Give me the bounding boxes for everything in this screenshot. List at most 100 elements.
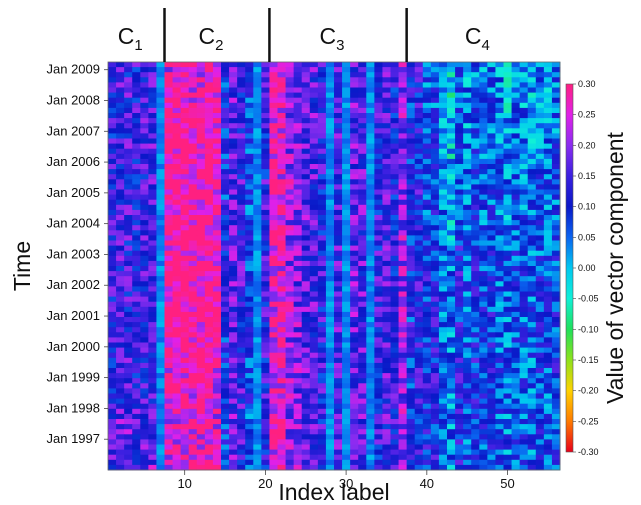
heatmap-cell [164, 449, 173, 456]
y-tick-label: Jan 2006 [47, 154, 101, 169]
heatmap-cell [156, 311, 165, 318]
heatmap-cell [229, 72, 238, 78]
heatmap-cell [124, 230, 133, 236]
heatmap-cell [527, 301, 537, 308]
heatmap-cell [116, 107, 125, 114]
heatmap-cell [132, 174, 141, 180]
heatmap-cell [261, 317, 270, 323]
heatmap-cell [180, 255, 190, 262]
heatmap-cell [342, 153, 351, 160]
heatmap-cell [390, 388, 399, 394]
heatmap-cell [551, 102, 561, 109]
heatmap-cell [447, 444, 456, 450]
heatmap-cell [204, 281, 214, 287]
heatmap-cell [551, 97, 561, 104]
heatmap-cell [156, 153, 165, 160]
heatmap-cell [293, 439, 303, 445]
heatmap-cell [124, 194, 133, 201]
heatmap-cell [261, 245, 270, 252]
heatmap-cell [309, 194, 319, 201]
heatmap-cell [503, 107, 512, 114]
heatmap-cell [116, 148, 125, 155]
heatmap-cell [180, 322, 190, 328]
heatmap-cell [358, 169, 367, 175]
heatmap-cell [551, 454, 561, 461]
heatmap-cell [334, 286, 343, 292]
heatmap-cell [358, 92, 367, 99]
heatmap-cell [406, 342, 416, 348]
heatmap-cell [455, 419, 464, 425]
heatmap-cell [317, 281, 327, 287]
heatmap-cell [334, 281, 343, 287]
heatmap-cell [334, 189, 343, 195]
heatmap-cell [253, 317, 262, 323]
heatmap-cell [164, 439, 173, 445]
heatmap-cell [317, 153, 327, 160]
heatmap-cell [543, 286, 553, 292]
heatmap-cell [374, 301, 383, 308]
heatmap-cell [196, 306, 206, 313]
heatmap-cell [317, 102, 327, 109]
heatmap-cell [253, 72, 262, 78]
heatmap-cell [277, 230, 286, 236]
heatmap-cell [140, 342, 149, 348]
heatmap-cell [495, 87, 504, 93]
heatmap-cell [414, 118, 424, 124]
heatmap-cell [261, 133, 270, 139]
heatmap-cell [374, 306, 383, 313]
heatmap-cell [487, 107, 496, 114]
heatmap-cell [156, 113, 165, 119]
heatmap-cell [479, 118, 488, 124]
heatmap-cell [519, 220, 529, 226]
heatmap-cell [406, 209, 416, 216]
heatmap-cell [277, 169, 286, 175]
heatmap-cell [325, 322, 335, 328]
heatmap-cell [116, 439, 125, 445]
heatmap-cell [221, 306, 230, 313]
heatmap-cell [261, 72, 270, 78]
heatmap-cell [447, 357, 456, 364]
heatmap-cell [204, 92, 214, 99]
heatmap-cell [455, 276, 464, 282]
heatmap-cell [212, 291, 222, 297]
heatmap-cell [132, 235, 141, 241]
heatmap-cell [551, 148, 561, 155]
heatmap-cell [374, 250, 383, 257]
heatmap-cell [301, 357, 311, 364]
x-tick-label: 40 [420, 476, 434, 491]
heatmap-cell [108, 260, 117, 267]
heatmap-cell [196, 118, 206, 124]
heatmap-cell [285, 92, 295, 99]
heatmap-cell [237, 464, 246, 471]
heatmap-cell [148, 194, 157, 201]
heatmap-cell [164, 260, 173, 267]
heatmap-cell [164, 62, 173, 68]
heatmap-cell [172, 317, 182, 323]
heatmap-cell [116, 179, 125, 185]
heatmap-cell [148, 235, 157, 241]
heatmap-cell [350, 368, 359, 374]
heatmap-cell [148, 327, 157, 333]
heatmap-cell [317, 459, 327, 466]
heatmap-cell [293, 199, 303, 206]
heatmap-cell [447, 352, 456, 359]
heatmap-cell [124, 128, 133, 134]
heatmap-cell [301, 362, 311, 369]
heatmap-cell [479, 327, 488, 333]
heatmap-cell [390, 419, 399, 425]
heatmap-cell [196, 439, 206, 445]
heatmap-cell [398, 77, 408, 83]
heatmap-cell [527, 454, 537, 461]
heatmap-cell [140, 286, 149, 292]
heatmap-cell [463, 454, 472, 461]
heatmap-cell [164, 204, 173, 211]
heatmap-cell [414, 138, 424, 144]
heatmap-cell [196, 179, 206, 185]
heatmap-cell [519, 444, 529, 450]
heatmap-cell [180, 306, 190, 313]
heatmap-cell [309, 67, 319, 73]
heatmap-cell [334, 174, 343, 180]
heatmap-cell [253, 408, 262, 415]
heatmap-cell [463, 220, 472, 226]
heatmap-cell [447, 362, 456, 369]
